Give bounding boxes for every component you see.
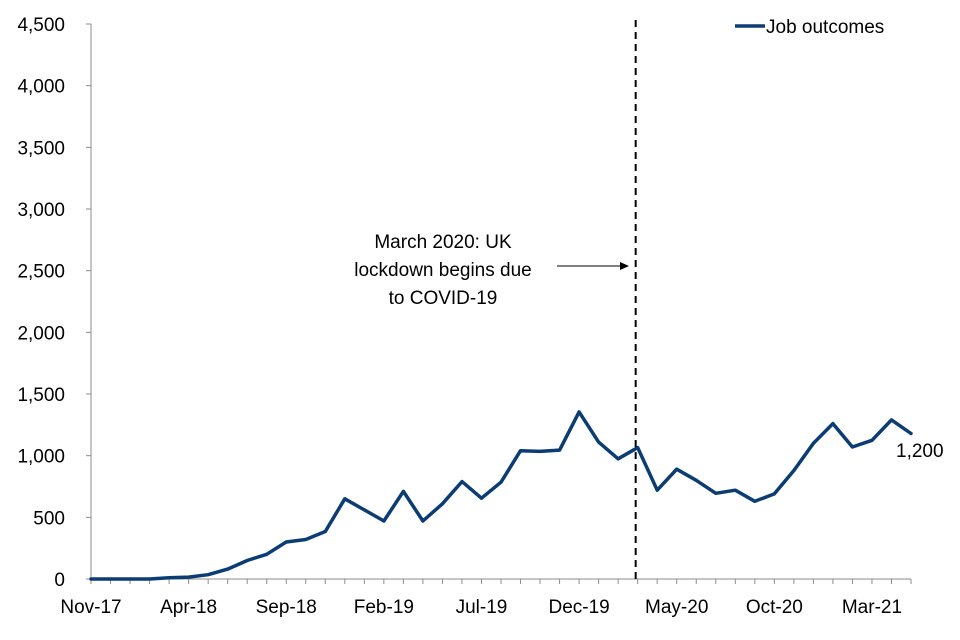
data-point <box>792 468 796 472</box>
data-point <box>362 508 366 512</box>
data-point <box>245 559 249 562</box>
data-point <box>772 492 776 496</box>
x-tick-label: Nov-17 <box>60 597 121 618</box>
data-point <box>733 488 737 492</box>
data-point <box>694 478 698 482</box>
series-line-job-outcomes <box>89 410 913 581</box>
annotation: March 2020: UK lockdown begins due to COVI… <box>354 20 637 579</box>
data-point <box>714 491 718 495</box>
x-tick-label: Feb-19 <box>354 597 414 618</box>
data-point <box>421 519 425 523</box>
data-point <box>616 457 620 461</box>
x-tick-label: Dec-19 <box>548 597 609 618</box>
data-point <box>187 575 191 579</box>
annotation-text-line: to COVID-19 <box>389 288 498 309</box>
data-point <box>109 577 113 581</box>
data-point <box>460 480 464 484</box>
y-tick-label: 0 <box>54 570 65 591</box>
y-tick-label: 4,500 <box>17 15 65 36</box>
annotation-text-line: March 2020: UK <box>374 232 512 253</box>
x-tick-label: May-20 <box>645 597 708 618</box>
y-axis-ticks: 0 500 1,000 1,500 2,000 2,500 3,000 3,500 4,000 4… <box>17 15 91 591</box>
y-tick-label: 3,500 <box>17 138 65 159</box>
x-tick-label: Jul-19 <box>456 597 508 618</box>
data-point <box>167 576 171 580</box>
data-point <box>265 552 269 556</box>
y-tick-label: 1,500 <box>17 385 65 406</box>
data-point <box>850 445 854 449</box>
data-point <box>148 577 152 581</box>
end-value-label: 1,200 <box>896 441 944 462</box>
data-point <box>655 488 659 492</box>
x-axis-ticks: Nov-17 Apr-18 Sep-18 Feb-19 Jul-19 Dec-19 May-… <box>60 579 912 618</box>
data-point <box>343 497 347 501</box>
y-tick-label: 4,000 <box>17 77 65 98</box>
data-point <box>577 410 581 414</box>
data-point <box>870 438 874 442</box>
annotation-arrowhead <box>620 262 629 270</box>
data-point <box>499 480 503 484</box>
data-point <box>323 530 327 534</box>
legend: Job outcomes <box>735 17 884 38</box>
data-point <box>206 573 210 577</box>
data-point <box>889 418 893 422</box>
data-point <box>304 538 308 542</box>
data-point <box>675 467 679 471</box>
y-tick-label: 2,000 <box>17 323 65 344</box>
data-point <box>382 519 386 523</box>
annotation-text-line: lockdown begins due <box>354 260 531 281</box>
data-point <box>811 441 815 445</box>
data-point <box>753 499 757 503</box>
axes <box>90 24 911 580</box>
x-tick-label: Apr-18 <box>160 597 217 618</box>
data-point <box>831 422 835 426</box>
series-layer: 1,200 <box>89 410 944 581</box>
x-tick-label: Oct-20 <box>746 597 803 618</box>
data-point <box>128 577 132 581</box>
y-tick-label: 2,500 <box>17 262 65 283</box>
y-tick-label: 1,000 <box>17 447 65 468</box>
data-point <box>479 496 483 500</box>
y-tick-label: 500 <box>33 508 65 529</box>
data-point <box>89 577 93 581</box>
x-tick-label: Mar-21 <box>842 597 902 618</box>
data-point <box>636 446 640 450</box>
data-point <box>538 449 542 453</box>
data-point <box>558 448 562 452</box>
data-point <box>519 449 523 453</box>
y-tick-label: 3,000 <box>17 200 65 221</box>
data-point <box>226 567 230 571</box>
data-point <box>401 489 405 493</box>
x-tick-label: Sep-18 <box>256 597 317 618</box>
data-point <box>284 540 288 544</box>
legend-label: Job outcomes <box>766 17 884 38</box>
data-point <box>597 440 601 444</box>
data-point <box>440 502 444 506</box>
data-point <box>909 431 913 435</box>
